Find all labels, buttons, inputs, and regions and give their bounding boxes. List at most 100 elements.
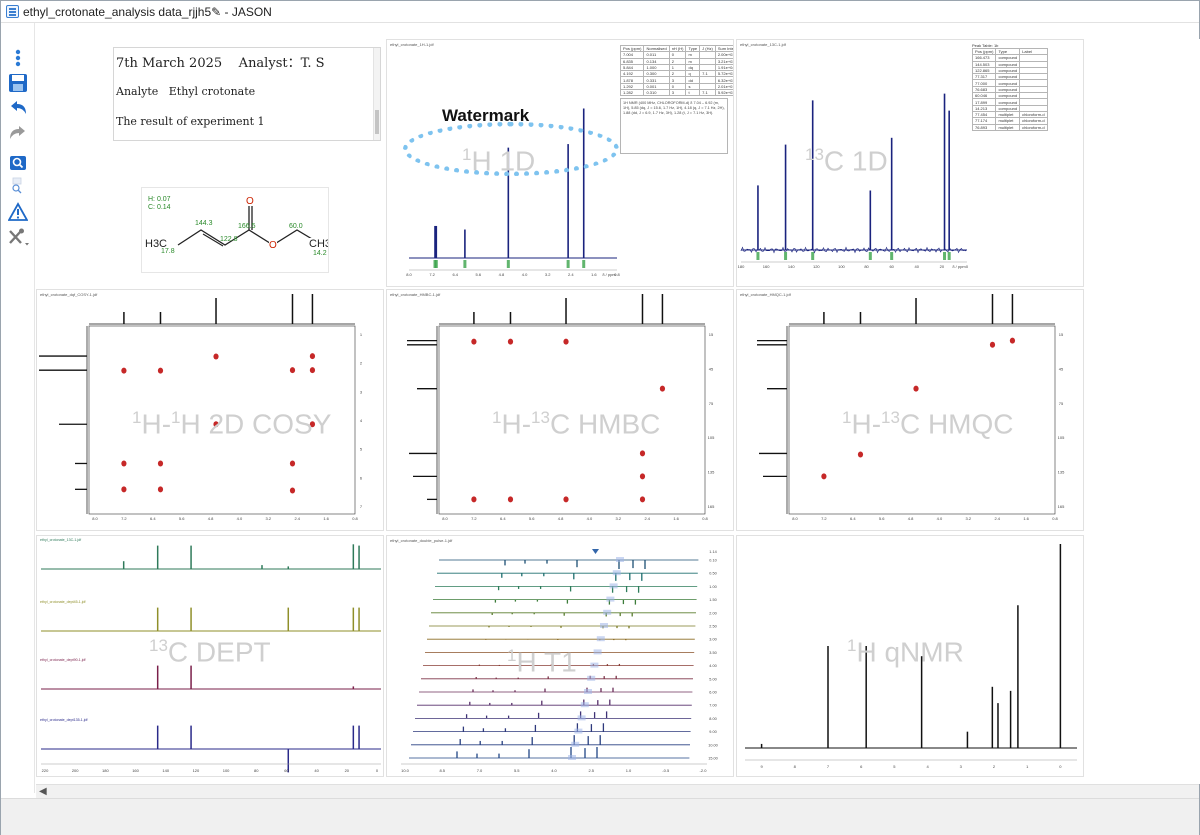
zoom-button[interactable] (6, 152, 30, 174)
dept-plot: ethyl_crotonate_13C-1.jdf ethyl_crotonate… (40, 538, 381, 773)
cross-peak (639, 496, 646, 503)
table-row[interactable]: 77.000 compound (971, 79, 1048, 87)
table-cell: 5.92e+03 (714, 89, 733, 97)
table-row[interactable]: 144.503 compound (971, 60, 1048, 68)
table-cell: chloroform-d (1019, 110, 1048, 119)
notes-textbox[interactable]: 7th March 2025 Analyst：T. S Analyte Ethy… (113, 47, 381, 141)
x-tick-label: 4.0 (237, 516, 243, 521)
molecule-structure[interactable]: H: 0.07 C: 0.14 O O H3C CH3 144.3 122.8 … (141, 187, 329, 273)
y-tick-label: 135 (708, 470, 715, 475)
x-tick-label: -2.0 (700, 768, 708, 773)
cosy-watermark: 1H-1H 2D COSY (132, 408, 332, 440)
x-tick-label: 7.2 (429, 272, 435, 277)
y-tick-label: 6 (360, 475, 363, 480)
table-cell (1019, 66, 1048, 75)
table-cell: 144.503 (971, 60, 997, 68)
table-row[interactable]: 1.878 0.331 3 dd 6.32e+03 (619, 76, 733, 84)
redo-button[interactable] (6, 122, 30, 144)
table-row[interactable]: 77.454 multiplet chloroform-d (971, 110, 1048, 119)
table-row[interactable]: 77.317 compound (971, 73, 1048, 81)
table-cell: 76.893 (971, 123, 997, 131)
x-tick-label: 20 (940, 264, 945, 269)
x-tick-label: 1 (1026, 764, 1029, 769)
window-title: ethyl_crotonate_analysis data_rjjh5✎ - J… (23, 5, 272, 19)
x-tick-label: 180 (102, 768, 109, 773)
x-tick-label: 0.8 (614, 272, 620, 277)
tau-label: 0.10 (709, 559, 716, 563)
table-row[interactable]: 5.844 1.000 1 dq 1.91e+04 (619, 63, 733, 72)
table-cell: compound (995, 98, 1021, 106)
table-row[interactable]: 60.046 compound (971, 92, 1048, 100)
tau-label: 7.00 (709, 704, 716, 708)
table-cell: 1.000 (643, 63, 670, 72)
integral-marker (434, 260, 438, 268)
h1-spectrum-panel[interactable]: ethyl_crotonate_1H-1.jdf 8.0 7.2 6.4 5.6 4.8… (386, 39, 734, 287)
table-row[interactable]: 122.865 compound (971, 66, 1048, 75)
hmbc-panel[interactable]: ethyl_crotonate_HMBC-1.jdf 8.0 7.2 6.4 5.6 4… (386, 289, 734, 531)
undo-button[interactable] (6, 97, 30, 119)
table-row[interactable]: 1.292 0.001 0 s 2.01e+01 (619, 82, 733, 91)
cross-peak (563, 496, 569, 503)
tools-icon (9, 228, 29, 246)
redo-icon (10, 126, 25, 139)
c13-spectrum-plot: 180 160 140 120 100 80 60 40 20 0δ / ppm (738, 93, 969, 269)
table-row[interactable]: 17.899 compound (971, 98, 1048, 106)
x-tick-label: 2 (993, 764, 996, 769)
x-tick-label: 8.0 (92, 516, 98, 521)
x-tick-label: 4.8 (558, 516, 564, 521)
table-cell: 6.32e+03 (714, 76, 733, 84)
y-tick-label: 45 (709, 366, 714, 371)
table-cell: compound (995, 104, 1021, 112)
x-tick-label: 5 (893, 764, 896, 769)
atom-ch3: CH3 (309, 238, 328, 250)
integral-marker (943, 252, 947, 260)
t1-integral-region (590, 662, 599, 668)
tau-label: 4.00 (709, 664, 716, 668)
table-cell: 7.1 (699, 89, 716, 97)
table-row[interactable]: 4.192 0.300 2 q 7.1 5.72e+03 (619, 70, 733, 78)
x-tick-label: 0 (966, 264, 969, 269)
t1-integral-region (584, 689, 592, 694)
more-options-button[interactable] (6, 47, 30, 69)
structure-c-shift: C: 0.14 (148, 204, 171, 211)
c13-spectrum-panel[interactable]: ethyl_crotonate_13C-1.jdf 180 160 140 120 10… (736, 39, 1084, 287)
dept-panel[interactable]: ethyl_crotonate_13C-1.jdf ethyl_crotonate… (36, 535, 384, 777)
qnmr-panel[interactable]: 9 8 7 6 5 4 3 2 1 0 1H qNMR (736, 535, 1084, 777)
tools-button[interactable] (6, 226, 30, 248)
table-row[interactable]: 76.683 compound (971, 85, 1048, 94)
x-tick-label: 8.5 (439, 768, 445, 773)
table-row[interactable]: 14.213 compound (971, 104, 1048, 112)
table-cell (1019, 98, 1048, 106)
x-tick-label: 2.5 (588, 768, 594, 773)
table-cell: 1.878 (619, 76, 645, 84)
save-button[interactable] (6, 72, 30, 94)
x-tick-label: 160 (763, 264, 770, 269)
y-tick-label: 4 (360, 418, 363, 423)
x-axis-label: δ / ppm (602, 272, 616, 277)
table-cell: 77.000 (971, 79, 997, 87)
zoom-small-button[interactable] (6, 175, 30, 197)
table-row[interactable]: 6.835 0.134 2 m 3.21e+03 (619, 57, 733, 65)
x-axis-label: δ / ppm (952, 264, 966, 269)
status-bar (1, 798, 1199, 835)
x-tick-label: 20 (345, 768, 350, 773)
scroll-left-arrow-icon[interactable]: ◀ (39, 786, 47, 797)
x-tick-label: 4.8 (208, 516, 214, 521)
t1-panel[interactable]: ethyl_crotonate_double_pulse-1.jdf 0.10 0… (386, 535, 734, 777)
table-row[interactable]: 76.893 multiplet chloroform-d (971, 123, 1048, 131)
vertical-dots-icon (15, 49, 21, 67)
table-cell: 122.865 (971, 66, 997, 75)
notes-scrollbar[interactable] (373, 48, 380, 140)
table-row[interactable]: 1.282 0.310 3 t 7.1 5.92e+03 (619, 89, 733, 97)
x-tick-label: 5.6 (529, 516, 535, 521)
horizontal-scrollbar[interactable]: ◀ (36, 784, 1199, 798)
hmqc-panel[interactable]: ethyl_crotonate_HMQC-1.jdf 8.0 7.2 6.4 5.6 4… (736, 289, 1084, 531)
x-tick-label: 4.0 (937, 516, 943, 521)
cosy-panel[interactable]: ethyl_crotonate_dqf_COSY-1.jdf 8.0 7.2 6.4… (36, 289, 384, 531)
table-cell: multiplet (995, 123, 1021, 131)
x-tick-label: 4.0 (587, 516, 593, 521)
warning-button[interactable] (6, 201, 30, 223)
table-row[interactable]: 77.174 multiplet chloroform-d (971, 117, 1048, 125)
table-cell: 1.282 (619, 89, 645, 97)
x-tick-label: 0.8 (702, 516, 708, 521)
